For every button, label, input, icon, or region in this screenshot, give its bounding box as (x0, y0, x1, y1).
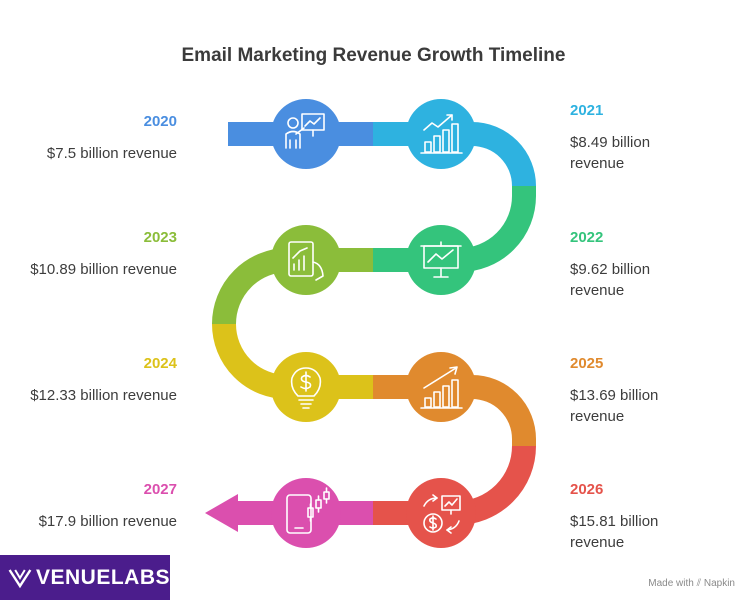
node-circle-2020 (271, 99, 341, 169)
made-with-napkin: Made with ⫽ Napkin (648, 578, 735, 589)
dollar-bulb-icon (290, 367, 322, 409)
node-circle-2026 (406, 478, 476, 548)
year-label-2020: 2020 (143, 113, 177, 130)
revenue-label-2021: $8.49 billion revenue (570, 134, 651, 172)
year-label-2026: 2026 (570, 481, 604, 498)
revenue-label-2023: $10.89 billion revenue (30, 261, 177, 278)
revenue-label-2020: $7.5 billion revenue (46, 145, 177, 162)
track-segment-2025 (373, 375, 536, 446)
year-label-2024: 2024 (143, 355, 177, 372)
money-cycle-icon (423, 494, 461, 534)
revenue-label-2024: $12.33 billion revenue (30, 387, 177, 404)
year-label-2021: 2021 (570, 102, 604, 119)
node-circle-2025 (406, 352, 476, 422)
brand-name: VENUELABS (35, 565, 170, 589)
presenter-chart-icon (285, 113, 325, 149)
year-label-2023: 2023 (143, 229, 177, 246)
revenue-label-2026: $15.81 billion revenue (570, 513, 659, 551)
year-label-2025: 2025 (570, 355, 604, 372)
tablet-chart-icon (288, 241, 324, 281)
node-circle-2027 (271, 478, 341, 548)
presentation-board-icon (420, 241, 462, 278)
brand-badge: VENUELABS (0, 555, 170, 600)
node-circle-2022 (406, 225, 476, 295)
arrow-head-icon (205, 494, 238, 532)
year-label-2022: 2022 (570, 229, 604, 246)
revenue-label-2022: $9.62 billion revenue (570, 261, 651, 299)
rising-bars-icon (420, 366, 463, 409)
page-title: Email Marketing Revenue Growth Timeline (181, 45, 566, 66)
venuelabs-logo-icon (8, 568, 32, 588)
node-circle-2021 (406, 99, 476, 169)
revenue-label-2025: $13.69 billion revenue (570, 387, 659, 425)
revenue-label-2027: $17.9 billion revenue (38, 513, 177, 530)
node-circle-2023 (271, 225, 341, 295)
bar-chart-growth-icon (420, 114, 463, 154)
track-segment-2021 (373, 122, 536, 187)
mobile-candlestick-icon (286, 487, 330, 534)
year-label-2027: 2027 (143, 481, 177, 498)
